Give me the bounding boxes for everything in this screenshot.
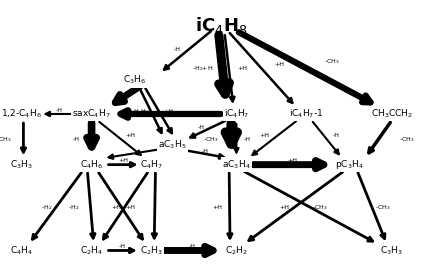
Text: C$_2$H$_2$: C$_2$H$_2$	[225, 244, 248, 257]
Text: aC$_3$H$_5$: aC$_3$H$_5$	[158, 139, 187, 151]
Text: saxC$_4$H$_7$: saxC$_4$H$_7$	[72, 108, 111, 120]
Text: -H: -H	[119, 244, 126, 249]
Text: -CH$_3$: -CH$_3$	[311, 203, 327, 212]
Text: +H: +H	[125, 205, 135, 210]
Text: C$_3$H$_6$: C$_3$H$_6$	[123, 74, 146, 87]
Text: -H: -H	[173, 47, 180, 52]
Text: 1,2-C$_4$H$_6$: 1,2-C$_4$H$_6$	[1, 108, 42, 120]
Text: +H-H$_2$: +H-H$_2$	[128, 107, 149, 116]
Text: -CH$_3$: -CH$_3$	[375, 203, 390, 212]
Text: C$_4$H$_4$: C$_4$H$_4$	[10, 244, 33, 257]
Text: -H: -H	[72, 137, 79, 142]
Text: aC$_3$H$_4$: aC$_3$H$_4$	[222, 158, 251, 171]
Text: C$_2$H$_3$: C$_2$H$_3$	[140, 244, 163, 257]
Text: C$_3$H$_3$: C$_3$H$_3$	[10, 158, 33, 171]
Text: +H: +H	[288, 159, 298, 164]
Text: -H$_2$: -H$_2$	[41, 203, 53, 212]
Text: +H: +H	[125, 133, 135, 138]
Text: +H: +H	[259, 133, 269, 138]
Text: +H: +H	[118, 159, 128, 164]
Text: C$_4$H$_7$: C$_4$H$_7$	[140, 158, 163, 171]
Text: -H: -H	[244, 137, 251, 142]
Text: +H: +H	[280, 205, 290, 210]
Text: -CH$_3$: -CH$_3$	[203, 135, 219, 144]
Text: C$_3$H$_3$: C$_3$H$_3$	[381, 244, 404, 257]
Text: +H: +H	[111, 205, 121, 210]
Text: CH$_3$CCH$_2$: CH$_3$CCH$_2$	[371, 108, 413, 120]
Text: C$_2$H$_4$: C$_2$H$_4$	[80, 244, 103, 257]
Text: +H: +H	[163, 109, 173, 114]
Text: +H: +H	[212, 205, 222, 210]
Text: -CH$_3$: -CH$_3$	[399, 135, 415, 144]
Text: +H: +H	[274, 62, 284, 67]
Text: +H: +H	[238, 66, 248, 72]
Text: -H: -H	[55, 108, 62, 113]
Text: C$_4$H$_6$: C$_4$H$_6$	[80, 158, 103, 171]
Text: -CH$_3$: -CH$_3$	[0, 135, 12, 144]
Text: -H$_2$: -H$_2$	[68, 203, 79, 212]
Text: -H: -H	[189, 244, 196, 249]
Text: pC$_3$H$_4$: pC$_3$H$_4$	[335, 158, 364, 171]
Text: -H: -H	[202, 149, 209, 154]
Text: -H: -H	[333, 133, 340, 138]
Text: iC$_4$H$_7$-1: iC$_4$H$_7$-1	[289, 108, 324, 120]
Text: -CH$_3$: -CH$_3$	[324, 58, 340, 66]
Text: iC$_4$H$_7$: iC$_4$H$_7$	[224, 108, 249, 120]
Text: -H: -H	[198, 125, 205, 130]
Text: iC$_4$H$_8$: iC$_4$H$_8$	[195, 15, 248, 36]
Text: -H$_2$+H: -H$_2$+H	[192, 64, 213, 73]
